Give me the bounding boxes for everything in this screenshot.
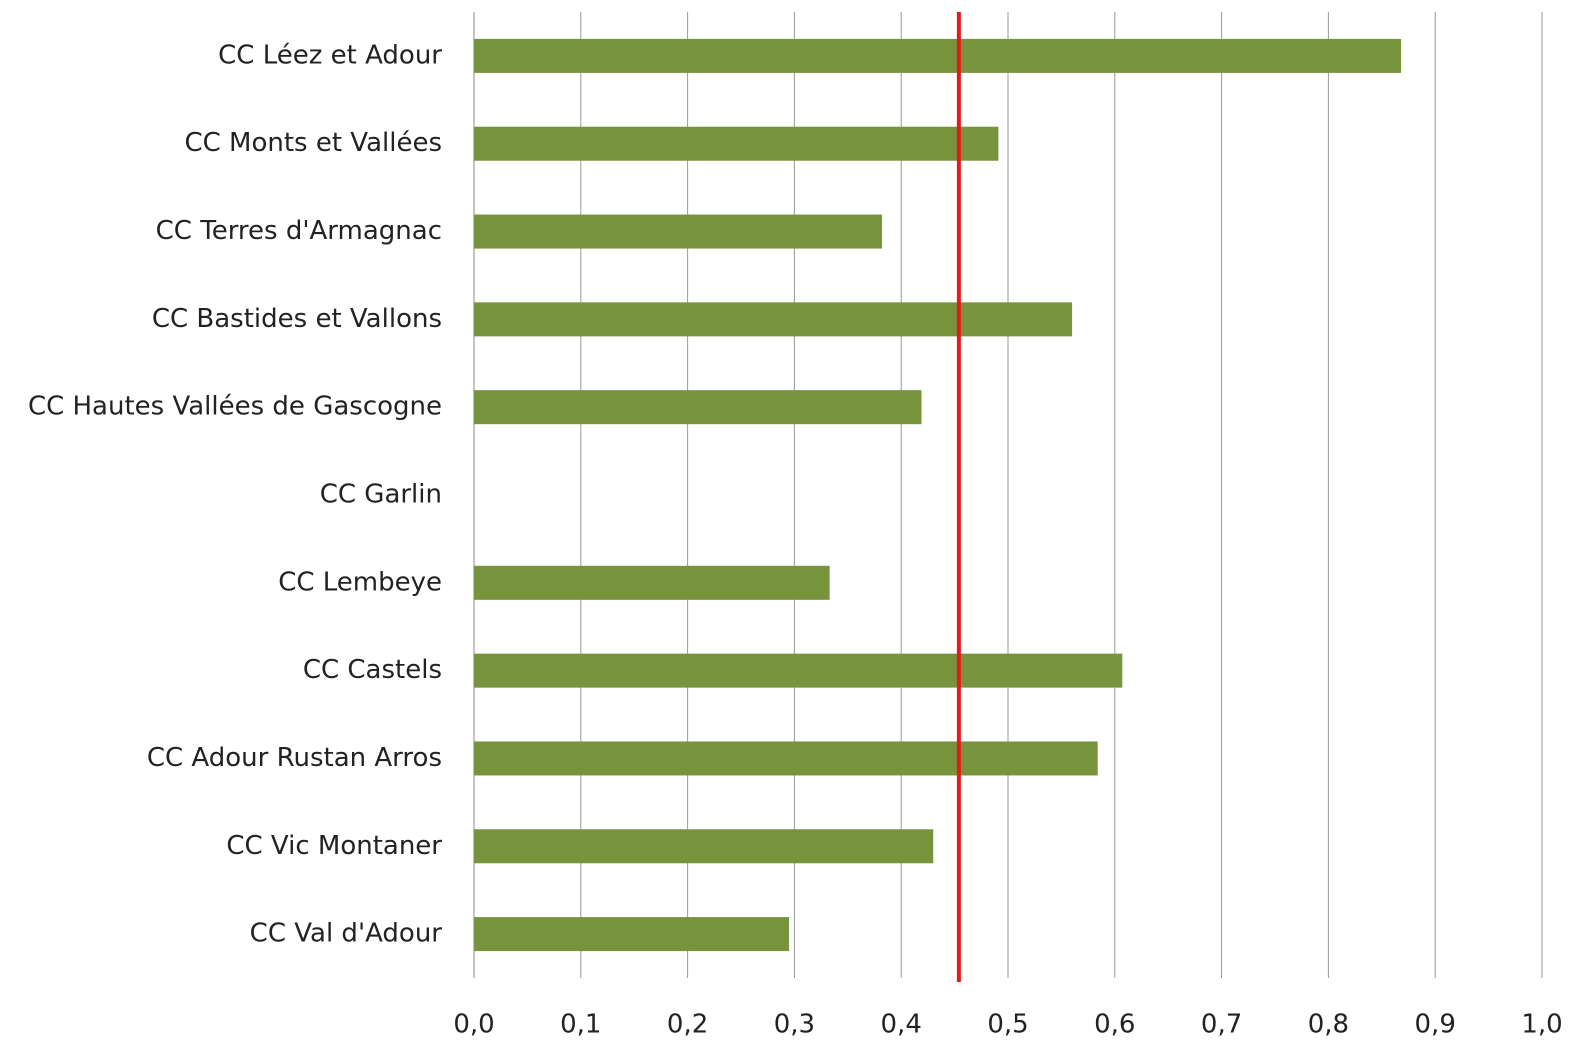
bar <box>474 126 999 161</box>
x-tick-label: 0,0 <box>453 1010 494 1040</box>
x-tick-label: 1,0 <box>1521 1010 1562 1040</box>
x-tick-label: 0,2 <box>667 1010 708 1040</box>
x-tick-label: 0,6 <box>1094 1010 1135 1040</box>
y-tick-label: CC Léez et Adour <box>218 40 442 70</box>
bar <box>474 38 1402 73</box>
y-tick-label: CC Terres d'Armagnac <box>156 216 442 246</box>
y-tick-label: CC Vic Montaner <box>226 831 442 861</box>
bar <box>474 917 790 952</box>
x-tick-label: 0,1 <box>560 1010 601 1040</box>
bar <box>474 741 1098 776</box>
y-tick-label: CC Monts et Vallées <box>184 128 442 158</box>
bar <box>474 302 1073 337</box>
bar <box>474 214 882 249</box>
bar <box>474 390 922 425</box>
y-tick-label: CC Val d'Adour <box>250 919 443 949</box>
y-tick-label: CC Castels <box>303 655 442 685</box>
y-tick-label: CC Hautes Vallées de Gascogne <box>28 392 442 422</box>
x-tick-label: 0,4 <box>881 1010 922 1040</box>
x-tick-label: 0,9 <box>1415 1010 1456 1040</box>
x-tick-label: 0,8 <box>1308 1010 1349 1040</box>
y-tick-label: CC Adour Rustan Arros <box>147 743 442 773</box>
x-tick-label: 0,5 <box>987 1010 1028 1040</box>
y-tick-label: CC Lembeye <box>278 567 442 597</box>
bar <box>474 829 934 864</box>
x-tick-label: 0,7 <box>1201 1010 1242 1040</box>
bar <box>474 653 1123 688</box>
bar <box>474 565 830 600</box>
y-tick-label: CC Garlin <box>320 480 442 510</box>
x-tick-label: 0,3 <box>774 1010 815 1040</box>
y-tick-label: CC Bastides et Vallons <box>152 304 442 334</box>
